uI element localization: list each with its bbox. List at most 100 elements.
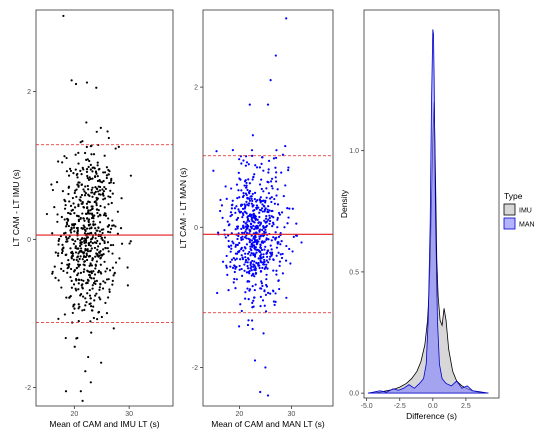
data-point xyxy=(300,241,303,244)
data-point xyxy=(66,263,69,266)
data-point xyxy=(84,212,88,215)
data-point xyxy=(249,195,252,198)
data-point xyxy=(261,284,264,288)
data-point xyxy=(235,218,238,221)
data-point xyxy=(265,215,268,218)
data-point xyxy=(285,259,288,262)
data-point xyxy=(105,278,109,281)
data-point xyxy=(270,253,274,256)
data-point xyxy=(247,178,250,181)
data-point xyxy=(83,268,86,271)
data-point xyxy=(227,239,230,243)
data-point xyxy=(243,263,246,266)
data-point xyxy=(91,177,94,180)
data-point xyxy=(253,237,256,241)
data-point xyxy=(272,223,275,226)
data-point xyxy=(77,151,80,155)
data-point xyxy=(260,162,263,165)
data-point xyxy=(256,242,259,245)
data-point xyxy=(81,286,84,289)
data-point xyxy=(246,323,250,327)
data-point xyxy=(89,212,92,215)
reference-lines xyxy=(36,144,173,323)
data-point xyxy=(98,288,101,291)
data-point xyxy=(77,282,80,285)
data-point xyxy=(269,197,272,200)
data-point xyxy=(88,294,92,297)
data-point xyxy=(96,239,99,243)
data-point xyxy=(246,287,249,290)
data-point xyxy=(274,300,277,303)
data-point xyxy=(108,290,111,293)
data-point xyxy=(79,169,82,172)
data-point xyxy=(97,310,101,314)
data-point xyxy=(261,266,264,269)
data-point xyxy=(101,231,104,235)
data-point xyxy=(94,264,97,267)
data-point xyxy=(288,207,291,210)
data-point xyxy=(77,278,80,281)
data-point xyxy=(57,279,60,282)
x-tick-label: -2.5 xyxy=(394,403,406,410)
data-point xyxy=(68,296,71,299)
data-point xyxy=(100,236,103,240)
data-point xyxy=(86,212,90,215)
data-point xyxy=(66,271,69,274)
data-point xyxy=(272,258,275,261)
data-point xyxy=(277,251,280,254)
data-point xyxy=(253,235,256,238)
data-point xyxy=(75,279,78,282)
data-point xyxy=(261,156,264,159)
data-point xyxy=(109,244,113,247)
data-point xyxy=(93,280,97,283)
data-point xyxy=(278,260,282,263)
data-point xyxy=(259,235,262,238)
data-point xyxy=(235,205,238,208)
data-point xyxy=(92,281,95,285)
data-point xyxy=(63,313,66,316)
data-point xyxy=(253,198,256,201)
data-point xyxy=(103,185,106,189)
data-point xyxy=(219,209,222,213)
data-point xyxy=(271,225,274,228)
data-point xyxy=(278,213,281,216)
data-point xyxy=(93,273,97,276)
data-point xyxy=(92,220,95,223)
data-point xyxy=(87,188,90,191)
data-point xyxy=(89,305,93,308)
data-point xyxy=(244,291,247,294)
data-point xyxy=(261,210,264,213)
data-point xyxy=(99,271,102,274)
data-point xyxy=(57,160,60,163)
data-point xyxy=(102,194,105,197)
data-point xyxy=(76,172,79,176)
data-point xyxy=(80,173,83,176)
data-point xyxy=(96,248,99,251)
data-point xyxy=(212,169,215,172)
data-point xyxy=(248,189,252,193)
data-point xyxy=(277,211,281,215)
data-point xyxy=(95,86,98,89)
data-point xyxy=(253,221,256,224)
data-point xyxy=(67,224,70,228)
data-point xyxy=(98,296,101,299)
data-point xyxy=(91,195,94,198)
data-point xyxy=(129,174,132,177)
data-point xyxy=(54,251,57,254)
data-point xyxy=(263,290,266,293)
data-point xyxy=(224,236,227,239)
data-point xyxy=(95,279,98,283)
data-point xyxy=(244,256,247,259)
data-point xyxy=(277,241,280,244)
data-point xyxy=(247,271,250,274)
data-point xyxy=(251,272,255,275)
data-point xyxy=(234,258,237,261)
data-point xyxy=(252,244,256,247)
data-point xyxy=(89,163,92,166)
data-point xyxy=(103,240,106,243)
data-point xyxy=(260,187,263,191)
y-tick-label: 0 xyxy=(194,225,198,232)
data-point xyxy=(234,252,238,255)
data-point xyxy=(57,317,60,320)
